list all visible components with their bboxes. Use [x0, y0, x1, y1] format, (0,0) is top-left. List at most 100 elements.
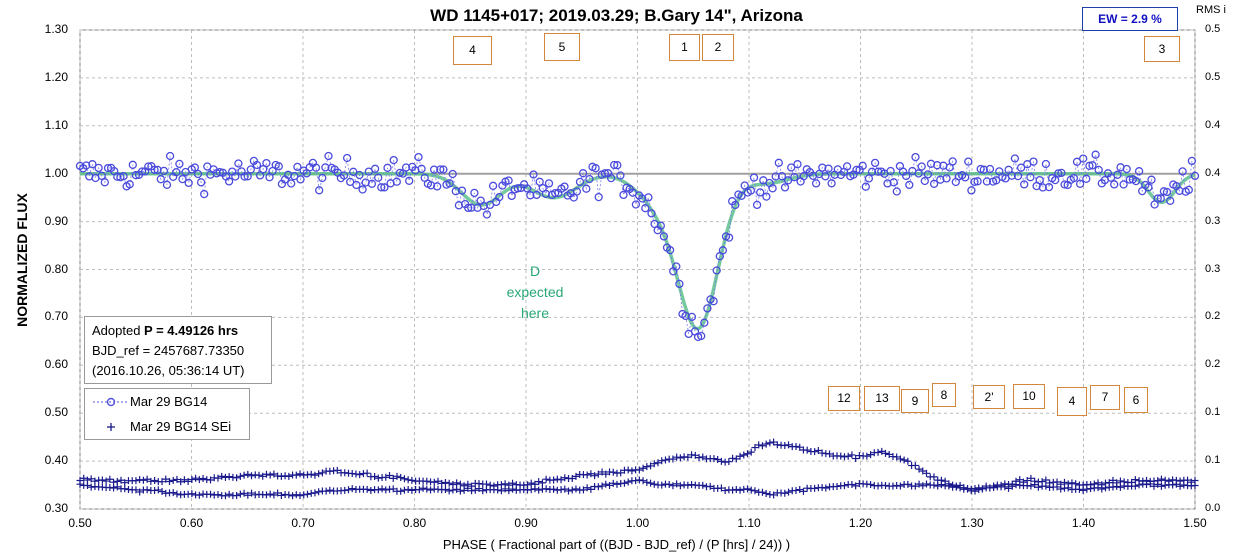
rms-point — [218, 472, 226, 480]
rms-point — [867, 451, 875, 459]
flux-point — [582, 184, 591, 193]
rms-point — [262, 470, 270, 478]
rms-point — [165, 478, 173, 486]
rms-point — [1094, 484, 1102, 492]
rms-point — [863, 452, 871, 460]
rms-point — [169, 476, 177, 484]
rms-point — [408, 486, 416, 494]
rms-point — [721, 487, 729, 495]
rms-point — [195, 476, 203, 484]
flux-point — [100, 178, 109, 187]
rms-point — [441, 485, 449, 493]
flux-point — [290, 171, 299, 181]
rms-point — [382, 473, 390, 481]
flux-point — [377, 183, 386, 192]
flux-point — [746, 186, 756, 195]
d-label-line: D — [529, 263, 541, 279]
flux-point — [793, 160, 802, 169]
flux-point — [429, 165, 439, 174]
flux-point — [457, 186, 467, 195]
chart-title: WD 1145+017; 2019.03.29; B.Gary 14", Ari… — [430, 6, 803, 25]
dip-label-box: 3 — [1144, 36, 1180, 62]
rms-point — [1075, 485, 1083, 493]
y-tick-label: 0.40 — [44, 453, 68, 468]
rms-point — [292, 471, 300, 479]
flux-point — [125, 180, 134, 189]
flux-point — [128, 160, 137, 169]
flux-point — [619, 190, 628, 200]
flux-point — [1122, 164, 1131, 174]
rms-point — [434, 477, 442, 485]
flux-point — [342, 153, 352, 163]
flux-point — [370, 164, 380, 173]
rms-point — [848, 451, 856, 459]
flux-point — [464, 203, 473, 213]
y2-tick-label: 0.2 — [1205, 310, 1221, 323]
rms-point — [717, 484, 725, 492]
flux-point — [687, 312, 697, 322]
rms-point — [1079, 486, 1087, 494]
rms-point — [423, 477, 431, 485]
flux-point — [162, 180, 172, 189]
rms-point — [799, 487, 807, 495]
y-tick-label: 0.70 — [44, 309, 68, 324]
rms-point — [296, 470, 304, 478]
rms-point — [736, 486, 744, 494]
flux-point — [374, 173, 383, 182]
flux-point — [532, 190, 541, 200]
period-info-box: Adopted P = 4.49126 hrs BJD_ref = 245768… — [84, 316, 272, 384]
rms-point — [729, 486, 737, 494]
rms-point — [121, 479, 129, 487]
flux-point — [1057, 168, 1066, 178]
flux-point — [718, 246, 728, 255]
rms-point — [1109, 476, 1117, 484]
flux-point — [1175, 186, 1184, 195]
y-tick-label: 0.80 — [44, 261, 68, 276]
flux-point — [405, 176, 414, 185]
rms-point — [762, 490, 770, 498]
flux-point — [824, 164, 833, 173]
rms-point — [639, 477, 647, 485]
flux-point — [572, 187, 582, 196]
flux-point — [196, 178, 206, 187]
flux-point — [482, 210, 492, 219]
rms-point — [441, 479, 449, 487]
y2-axis-label: RMS i — [1196, 4, 1226, 16]
rms-point — [509, 479, 517, 487]
rms-point — [453, 485, 461, 493]
rms-point — [389, 474, 397, 482]
rms-point — [479, 487, 487, 495]
rms-point — [796, 443, 804, 451]
dip-label-box: 4 — [453, 36, 492, 65]
rms-point — [1008, 482, 1016, 490]
rms-point — [374, 486, 382, 494]
ew-badge: EW = 2.9 % — [1082, 7, 1178, 31]
rms-point — [550, 485, 558, 493]
y-tick-label: 1.30 — [44, 22, 68, 36]
rms-point — [710, 455, 718, 463]
flux-point — [426, 181, 436, 190]
rms-point — [400, 475, 408, 483]
rms-point — [878, 447, 886, 455]
dip-label-box: 8 — [932, 383, 956, 407]
rms-point — [438, 479, 446, 487]
rms-point — [1116, 483, 1124, 491]
rms-point — [803, 446, 811, 454]
flux-point — [818, 163, 827, 172]
rms-point — [292, 491, 300, 499]
rms-point — [259, 472, 267, 480]
y-tick-label: 0.50 — [44, 405, 68, 420]
flux-point — [920, 176, 929, 186]
y2-tick-label: 0.5 — [1205, 70, 1221, 83]
rms-point — [177, 478, 185, 486]
rms-point — [896, 455, 904, 463]
flux-point — [504, 176, 513, 185]
rms-point — [785, 488, 793, 496]
rms-point — [848, 481, 856, 489]
rms-point — [1042, 476, 1050, 484]
rms-point — [445, 479, 453, 487]
flux-point — [1190, 171, 1200, 181]
rms-point — [1157, 482, 1165, 490]
rms-point — [781, 442, 789, 450]
rms-point — [647, 462, 655, 470]
